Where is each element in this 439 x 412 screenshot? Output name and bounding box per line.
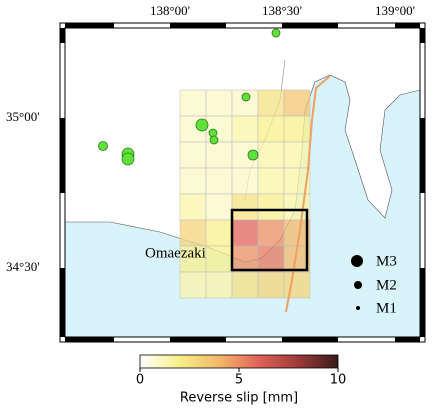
slip-cell <box>179 271 207 299</box>
legend-symbol <box>351 255 363 267</box>
trench-line <box>285 75 331 313</box>
frame-segment <box>282 23 338 28</box>
quake <box>241 92 251 102</box>
colorbar-tick-label: 5 <box>235 373 243 388</box>
slip-cell <box>283 141 311 169</box>
slip-cell <box>231 167 259 195</box>
slip-cell <box>257 193 285 221</box>
slip-cell <box>205 271 233 299</box>
slip-cell <box>179 193 207 221</box>
colorbar <box>139 354 339 369</box>
slip-cell <box>231 115 259 143</box>
frame-segment <box>420 28 425 43</box>
highlight-box <box>230 208 309 272</box>
slip-cell <box>257 141 285 169</box>
slip-cell <box>205 115 233 143</box>
quake <box>121 152 135 166</box>
slip-cell <box>205 245 233 273</box>
slip-grid <box>179 89 311 299</box>
slip-cell <box>205 89 233 117</box>
slip-cell <box>231 219 259 247</box>
slip-cell <box>205 141 233 169</box>
earthquakes <box>98 28 281 166</box>
frame-segment <box>395 337 420 342</box>
slip-cell <box>283 115 311 143</box>
slip-cell <box>231 271 259 299</box>
slip-cell <box>257 89 285 117</box>
legend-label: M3 <box>376 253 397 269</box>
quake <box>209 135 219 145</box>
slip-cell <box>231 245 259 273</box>
slip-cell <box>257 115 285 143</box>
slip-cell <box>205 167 233 195</box>
slip-cell <box>257 245 285 273</box>
frame-segment <box>282 337 338 342</box>
legend-symbol <box>354 281 362 289</box>
frame-segment <box>65 23 114 28</box>
colorbar-tick-label: 10 <box>330 373 347 388</box>
lon-label: 138°30' <box>262 3 302 18</box>
legend: M3 M2 M1 <box>351 253 397 316</box>
frame-segment <box>65 337 114 342</box>
frame-segment <box>170 337 226 342</box>
colorbar-ticks: 0 5 10 <box>136 368 346 388</box>
slip-cell <box>205 219 233 247</box>
legend-symbol <box>356 306 360 310</box>
slip-cell <box>283 89 311 117</box>
place-label: Omaezaki <box>145 245 206 261</box>
quake <box>98 141 108 151</box>
frame-segment <box>395 23 420 28</box>
slip-cell <box>179 219 207 247</box>
quake <box>195 118 209 132</box>
lon-label: 138°00' <box>150 3 190 18</box>
slip-cell <box>179 167 207 195</box>
slip-cell <box>283 193 311 221</box>
quake <box>271 28 281 38</box>
slip-cell <box>179 245 207 273</box>
slip-cell <box>179 89 207 117</box>
lon-label: 139°00' <box>375 3 415 18</box>
slip-cell <box>179 141 207 169</box>
slip-cell <box>283 271 311 299</box>
frame-segment <box>170 23 226 28</box>
frame-segment <box>420 268 425 337</box>
frame-segment <box>60 28 65 43</box>
colorbar-tick-label: 0 <box>136 373 144 388</box>
quake <box>247 149 259 161</box>
slip-cell <box>283 219 311 247</box>
slip-cell <box>205 193 233 221</box>
slip-cell <box>231 193 259 221</box>
colorbar-label: Reverse slip [mm] <box>180 391 298 406</box>
frame-segment <box>420 118 425 193</box>
slip-cell <box>257 271 285 299</box>
slip-cell <box>257 167 285 195</box>
frame-segment <box>60 118 65 193</box>
legend-label: M2 <box>376 277 397 293</box>
map-frame <box>59 22 426 343</box>
slip-cell <box>257 219 285 247</box>
frame-segment <box>60 268 65 337</box>
legend-label: M1 <box>376 300 397 316</box>
lat-label: 34°30' <box>6 259 40 274</box>
lat-label: 35°00' <box>6 109 40 124</box>
